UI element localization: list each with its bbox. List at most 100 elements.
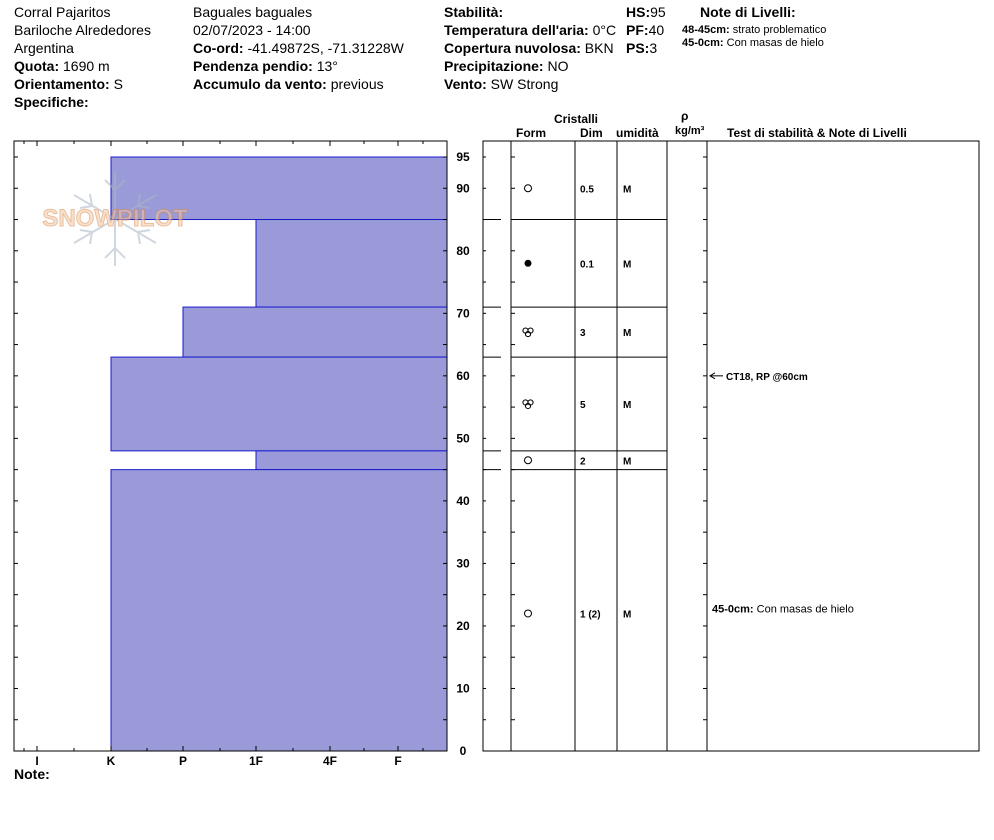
hardness-bar	[110, 469, 448, 752]
slope-row: Pendenza pendio: 13°	[193, 58, 338, 74]
layer-comment: 45-0cm: Con masas de hielo	[712, 603, 854, 615]
x-tick-label: 1F	[249, 754, 263, 768]
grain-size-label: 0.5	[580, 184, 594, 195]
y-tick-label: 60	[456, 369, 470, 383]
specifics-label: Specifiche:	[14, 94, 89, 110]
x-tick-label: K	[107, 754, 116, 768]
dim-header: Dim	[580, 126, 603, 140]
plot-frame	[13, 140, 448, 752]
precip-label: Precipitazione:	[444, 58, 544, 74]
y-tick-label: 90	[456, 181, 470, 195]
crystals-header: Cristalli	[554, 112, 599, 126]
moisture-label: M	[623, 328, 631, 339]
aspect-label: Orientamento:	[14, 76, 110, 92]
y-tick-label: 20	[456, 619, 470, 633]
snowflake-icon	[73, 172, 157, 266]
moisture-label: M	[623, 400, 631, 411]
moisture-label: M	[623, 456, 631, 467]
elevation-label: Quota:	[14, 58, 60, 74]
site-region: Bariloche Alrededores	[14, 22, 151, 38]
x-tick-label: F	[394, 754, 401, 768]
wind-row: Vento: SW Strong	[444, 76, 558, 92]
hardness-bar	[110, 156, 448, 221]
grain-size-label: 1 (2)	[580, 609, 601, 620]
stability-label: Stabilità:	[444, 4, 504, 20]
ps-value: 3	[649, 40, 658, 56]
density-symbol: ρ	[681, 109, 689, 123]
rounded-grain-icon	[524, 609, 532, 618]
pf-row: PF:40	[626, 22, 664, 38]
layer-comment-range: 45-0cm:	[712, 603, 757, 615]
slope-value: 13°	[316, 58, 338, 74]
aspect-value: S	[113, 76, 123, 92]
layer-notes-title: Note di Livelli:	[700, 4, 796, 20]
hardness-bar	[110, 356, 448, 452]
air-temp-label: Temperatura dell'aria:	[444, 22, 589, 38]
particle-icon	[524, 259, 532, 267]
note-label: Note:	[14, 766, 50, 782]
stability-test-label: CT18, RP @60cm	[726, 372, 808, 383]
ps-row: PS:3	[626, 40, 657, 56]
air-temp-row: Temperatura dell'aria: 0°C	[444, 22, 616, 38]
layer-note-1: 48-45cm: strato problematico	[682, 24, 826, 37]
layer-note-text: Con masas de hielo	[726, 37, 824, 49]
precip-value: NO	[547, 58, 569, 74]
wind-value: SW Strong	[490, 76, 559, 92]
layer-comment-text: Con masas de hielo	[757, 603, 854, 615]
grain-size-label: 0.1	[580, 259, 594, 270]
moisture-label: M	[623, 259, 631, 270]
y-tick-label: 0	[460, 744, 467, 758]
table-frame	[482, 140, 980, 752]
hs-label: HS:	[626, 4, 651, 20]
coord-label: Co-ord:	[193, 40, 244, 56]
hs-row: HS:95	[626, 4, 666, 20]
form-header: Form	[516, 126, 546, 140]
y-tick-label: 95	[456, 150, 470, 164]
y-tick-label: 80	[456, 244, 470, 258]
ps-label: PS:	[626, 40, 650, 56]
grain-size-label: 3	[580, 328, 586, 339]
stability-row: Stabilità:	[444, 4, 503, 20]
obs-datetime: 02/07/2023 - 14:00	[193, 22, 311, 38]
grain-size-label: 2	[580, 456, 586, 467]
moisture-label: M	[623, 609, 631, 620]
stability-notes-header: Test di stabilità & Note di Livelli	[727, 126, 907, 140]
grain-size-label: 5	[580, 400, 586, 411]
cloud-row: Copertura nuvolosa: BKN	[444, 40, 614, 56]
snowpilot-watermark: SNOWPILOT	[42, 172, 189, 266]
layer-note-2: 45-0cm: Con masas de hielo	[682, 37, 824, 50]
observer-name: Baguales baguales	[193, 4, 313, 20]
hardness-bar	[182, 306, 448, 358]
profile-axes: I K P 1F 4F F 0 10 20 30 40 50 60 70 80 90 95	[13, 140, 470, 768]
site-country: Argentina	[14, 40, 74, 56]
precip-row: Precipitazione: NO	[444, 58, 568, 74]
pf-value: 40	[648, 22, 665, 38]
wind-load-label: Accumulo da vento:	[193, 76, 327, 92]
y-tick-label: 40	[456, 494, 470, 508]
elevation-row: Quota: 1690 m	[14, 58, 110, 74]
hardness-bar	[255, 450, 448, 471]
coord-row: Co-ord: -41.49872S, -71.31228W	[193, 40, 404, 56]
melt-cluster-icon	[522, 399, 534, 410]
site-location: Corral Pajaritos	[14, 4, 111, 20]
y-tick-label: 70	[456, 306, 470, 320]
x-tick-label: I	[35, 754, 38, 768]
arrow-head-icon	[709, 372, 716, 380]
moisture-header: umidità	[616, 126, 659, 140]
cloud-label: Copertura nuvolosa:	[444, 40, 581, 56]
layer-note-range: 45-0cm:	[682, 37, 724, 49]
coord-value: -41.49872S, -71.31228W	[247, 40, 404, 56]
layer-note-range: 48-45cm:	[682, 24, 730, 36]
air-temp-value: 0°C	[592, 22, 617, 38]
wind-load-row: Accumulo da vento: previous	[193, 76, 384, 92]
wind-label: Vento:	[444, 76, 487, 92]
crystal-table: 0.5 M 0.1 M 3 M 5 M 2 M 1 (2) M CT18, RP @60cm 45-0cm…	[482, 140, 980, 752]
y-tick-label: 50	[456, 431, 470, 445]
slope-label: Pendenza pendio:	[193, 58, 313, 74]
x-tick-label: P	[179, 754, 187, 768]
elevation-value: 1690 m	[63, 58, 110, 74]
x-tick-label: 4F	[323, 754, 337, 768]
density-unit: kg/m³	[675, 125, 705, 137]
melt-cluster-icon	[522, 327, 534, 338]
